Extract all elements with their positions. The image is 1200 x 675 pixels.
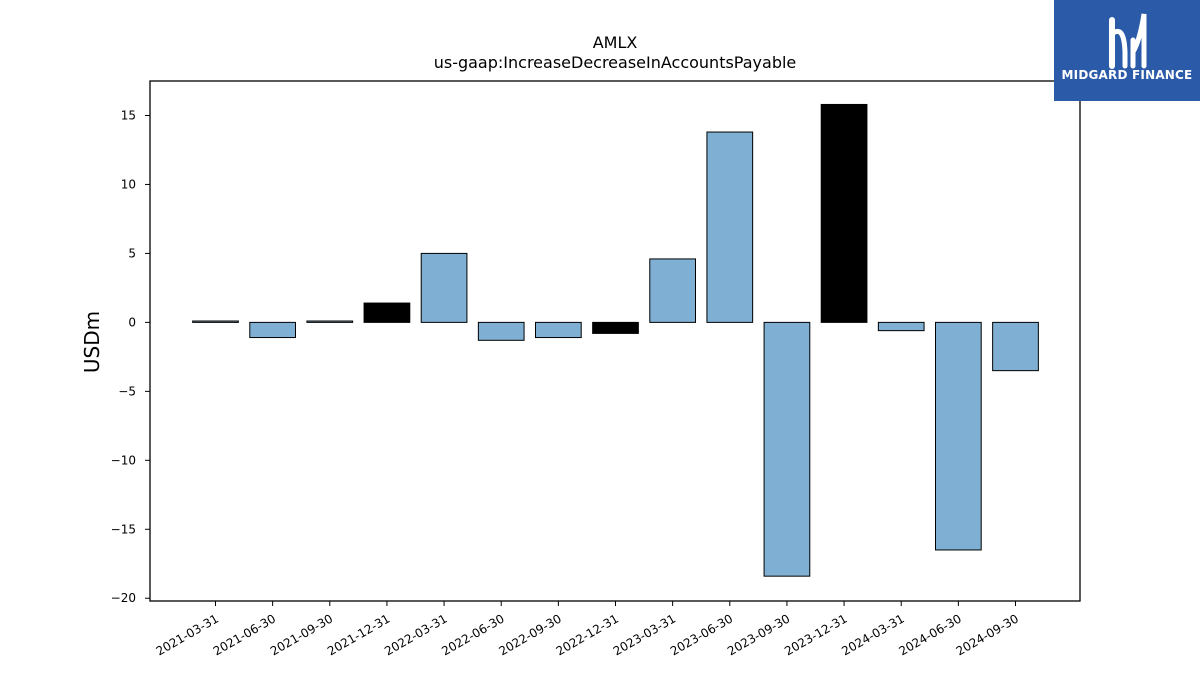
x-tick-label: 2021-03-31 xyxy=(154,611,221,658)
y-tick-label: −5 xyxy=(118,384,136,398)
logo-text: MIDGARD FINANCE xyxy=(1061,68,1193,82)
x-tick-label: 2023-09-30 xyxy=(725,611,792,658)
x-tick-label: 2024-03-31 xyxy=(839,611,906,658)
chart-subtitle: us-gaap:IncreaseDecreaseInAccountsPayabl… xyxy=(434,53,797,72)
midgard-logo-mark-icon xyxy=(1109,13,1147,69)
bar-2022-12-31 xyxy=(592,321,639,334)
x-tick-label: 2022-03-31 xyxy=(382,611,449,658)
x-tick-label: 2021-09-30 xyxy=(268,611,335,658)
bar-2024-03-31 xyxy=(877,321,925,332)
x-tick-label: 2023-03-31 xyxy=(611,611,678,658)
x-tick-label: 2021-06-30 xyxy=(211,611,278,658)
chart-title: AMLX xyxy=(593,33,638,52)
bar-2021-12-31 xyxy=(363,302,411,323)
x-tick-label: 2022-09-30 xyxy=(496,611,563,658)
plot-frame xyxy=(149,80,1081,602)
bar-2023-12-31 xyxy=(820,103,868,323)
bar-2022-09-30 xyxy=(535,321,582,339)
bar-2021-03-31 xyxy=(192,320,239,323)
y-axis-label: USDm xyxy=(80,311,104,373)
bars-group xyxy=(192,103,1039,577)
x-tick-label: 2024-09-30 xyxy=(954,611,1021,658)
bar-2024-09-30 xyxy=(992,321,1039,372)
y-tick-label: −15 xyxy=(111,522,136,536)
y-tick-label: −10 xyxy=(111,453,136,467)
bar-2023-09-30 xyxy=(763,321,811,577)
bar-2023-06-30 xyxy=(706,131,754,323)
x-tick-label: 2021-12-31 xyxy=(325,611,392,658)
bar-2021-09-30 xyxy=(306,320,354,323)
bar-2024-06-30 xyxy=(935,321,982,551)
x-tick-label: 2022-12-31 xyxy=(554,611,621,658)
x-tick-label: 2022-06-30 xyxy=(439,611,506,658)
x-ticks-group: 2021-03-312021-06-302021-09-302021-12-31… xyxy=(154,601,1021,658)
y-tick-label: −20 xyxy=(111,591,136,605)
y-tick-label: 15 xyxy=(121,108,136,122)
bar-2022-03-31 xyxy=(420,252,468,323)
x-tick-label: 2023-12-31 xyxy=(782,611,849,658)
y-ticks-group: −20 −15 −10 −5 0 5 10 15 xyxy=(111,108,150,605)
x-tick-label: 2024-06-30 xyxy=(896,611,963,658)
x-tick-label: 2023-06-30 xyxy=(668,611,735,658)
y-tick-label: 10 xyxy=(121,177,136,191)
midgard-finance-logo: MIDGARD FINANCE xyxy=(1054,0,1200,101)
y-tick-label: 0 xyxy=(128,315,136,329)
bar-2021-06-30 xyxy=(249,321,297,339)
bar-2023-03-31 xyxy=(649,258,696,323)
bar-2022-06-30 xyxy=(477,321,525,341)
y-tick-label: 5 xyxy=(128,246,136,260)
